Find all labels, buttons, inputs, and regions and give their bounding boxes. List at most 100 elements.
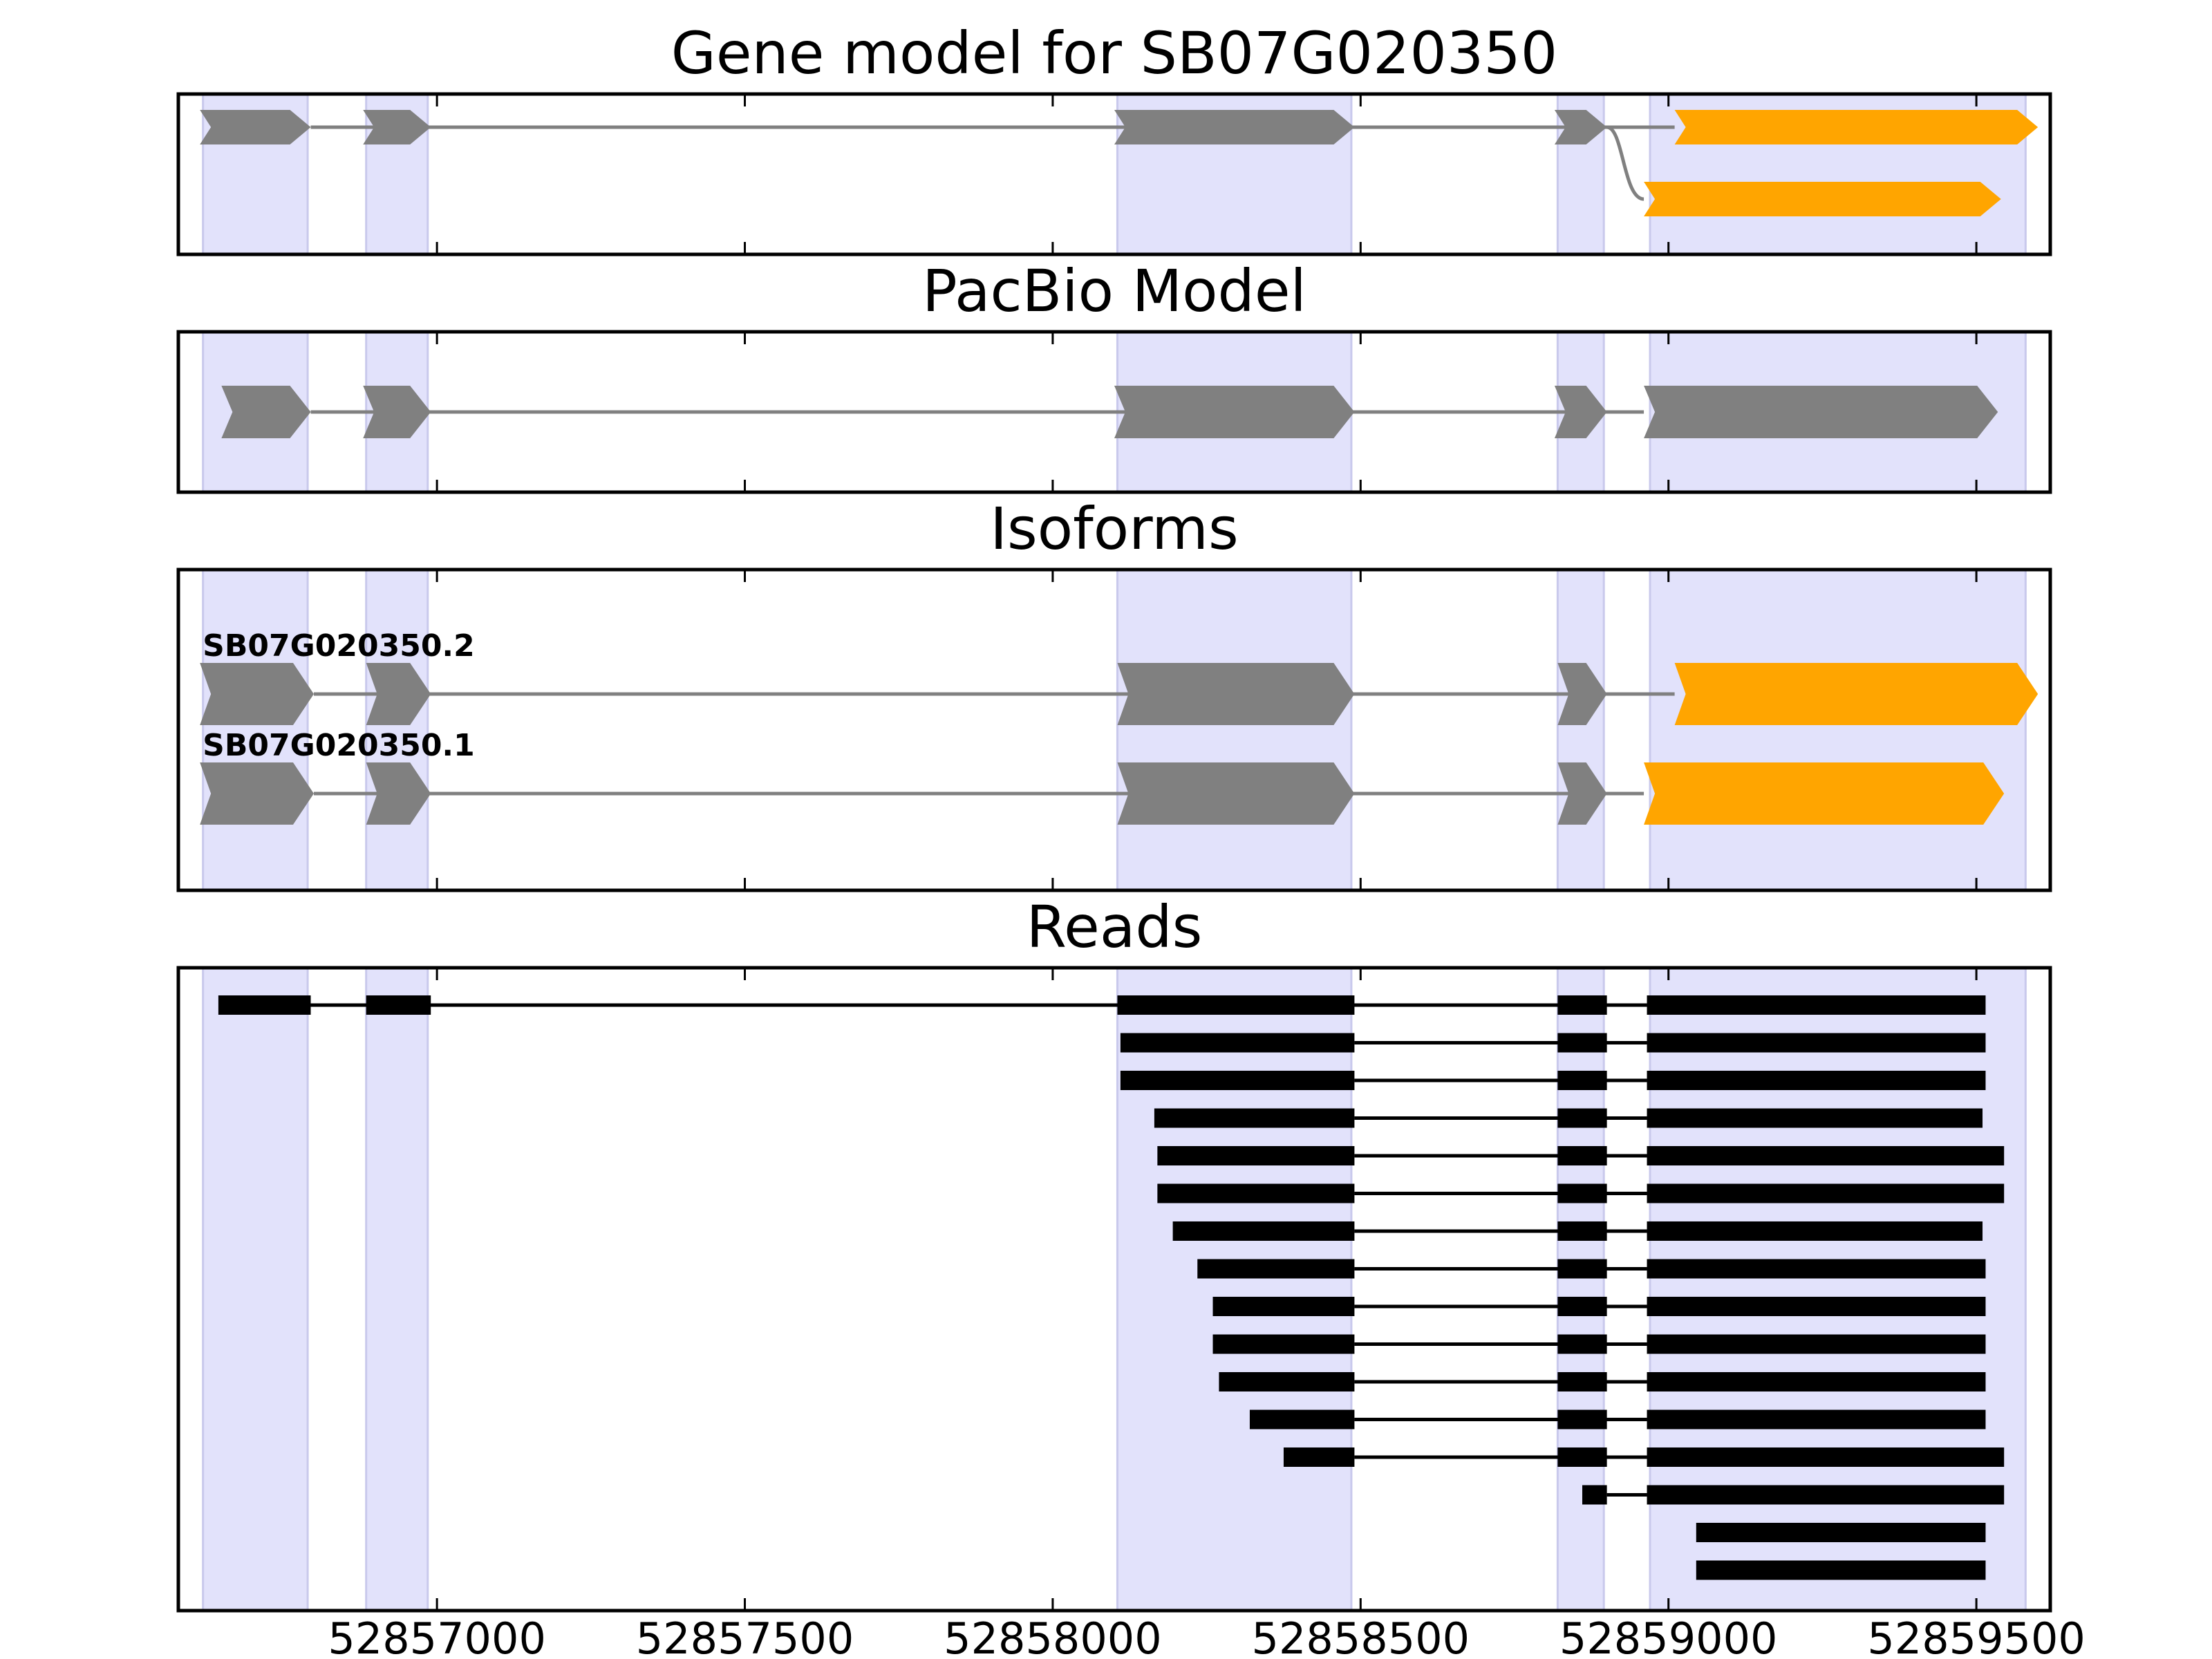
- exon: [1674, 663, 2038, 725]
- read-block: [1557, 1447, 1607, 1467]
- exon: [1674, 110, 2038, 144]
- read-block: [1647, 1033, 1986, 1053]
- exon-bands: [202, 966, 2027, 1612]
- read-block: [1557, 1259, 1607, 1279]
- panel-frame: [176, 568, 2052, 892]
- read-block: [1647, 1409, 1986, 1430]
- exon: [1114, 386, 1355, 438]
- exon-bands: [202, 568, 2027, 892]
- panel-frame: [176, 966, 2052, 1613]
- read-block: [1647, 995, 1986, 1015]
- read-block: [1157, 1183, 1355, 1203]
- intron-connector: [1606, 125, 1644, 201]
- panel-isoforms: Isoforms SB07G020350.2 SB07G020350.1: [176, 495, 2052, 892]
- exon: [1644, 182, 2001, 216]
- panel-reads: Reads: [176, 893, 2052, 1613]
- read-block: [1557, 1409, 1607, 1430]
- exon: [1554, 110, 1607, 144]
- x-tick-label: 52858500: [1252, 1613, 1470, 1659]
- exon: [1117, 663, 1355, 725]
- x-tick-label: 52859000: [1559, 1613, 1778, 1659]
- exon: [1644, 386, 1998, 438]
- read-block: [1647, 1334, 1986, 1354]
- transcript-marks: [200, 663, 2038, 825]
- tick-marks: [435, 332, 1978, 492]
- read-block: [218, 995, 311, 1015]
- exon: [200, 110, 311, 144]
- read-block: [1212, 1334, 1355, 1354]
- read-block: [1557, 1146, 1607, 1165]
- x-axis-tick-labels: 52857000 52857500 52858000 52858500 5285…: [328, 1613, 2086, 1659]
- exon-band: [1556, 568, 1605, 892]
- read-block: [1157, 1146, 1355, 1165]
- exon: [366, 762, 431, 825]
- read-block: [1647, 1485, 2005, 1505]
- exon-band: [365, 568, 429, 892]
- exon-band: [365, 966, 429, 1612]
- read-block: [1696, 1523, 1986, 1542]
- x-tick-label: 52857000: [328, 1613, 546, 1659]
- read-block: [1212, 1297, 1355, 1316]
- read-block: [1647, 1297, 1986, 1316]
- read-block: [1647, 1372, 1986, 1391]
- read-block: [1557, 1372, 1607, 1391]
- read-block: [1582, 1485, 1607, 1505]
- panel-pacbio-model: PacBio Model: [176, 257, 2052, 494]
- exon: [363, 110, 431, 144]
- exon-band: [1649, 568, 2027, 892]
- read-block: [1696, 1560, 1986, 1580]
- read-block: [1647, 1146, 2005, 1165]
- read-block: [1647, 1221, 1983, 1241]
- read-block: [1117, 995, 1355, 1015]
- read-block: [366, 995, 431, 1015]
- exon: [363, 386, 431, 438]
- exon: [1557, 762, 1607, 825]
- exon: [221, 386, 311, 438]
- read-block: [1557, 1033, 1607, 1053]
- x-tick-label: 52859500: [1867, 1613, 2086, 1659]
- panel-title: Reads: [1027, 893, 1203, 961]
- exon: [1644, 762, 2005, 825]
- read-block: [1647, 1183, 2005, 1203]
- exon: [200, 762, 314, 825]
- exon: [1554, 386, 1607, 438]
- read-block: [1557, 1071, 1607, 1090]
- panel-gene-model: Gene model for SB07G020350: [176, 19, 2052, 256]
- panel-title: Gene model for SB07G020350: [671, 19, 1557, 87]
- read-block: [1249, 1409, 1355, 1430]
- read-block: [1557, 995, 1607, 1015]
- read-block: [1557, 1108, 1607, 1128]
- panel-title: PacBio Model: [922, 257, 1306, 325]
- read-block: [1120, 1033, 1355, 1053]
- transcript-marks: [221, 386, 1998, 438]
- tick-marks: [435, 94, 1978, 254]
- read-block: [1647, 1108, 1983, 1128]
- exon-band: [1556, 966, 1605, 1612]
- exon: [1557, 663, 1607, 725]
- read-block: [1283, 1447, 1355, 1467]
- x-tick-label: 52857500: [636, 1613, 854, 1659]
- exon: [1117, 762, 1355, 825]
- panel-frame: [176, 92, 2052, 256]
- panel-title: Isoforms: [990, 495, 1239, 563]
- panel-frame: [176, 330, 2052, 494]
- read-block: [1647, 1259, 1986, 1279]
- x-tick-label: 52858000: [944, 1613, 1162, 1659]
- read-block: [1647, 1071, 1986, 1090]
- isoform-label: SB07G020350.2: [203, 628, 475, 664]
- exon: [1114, 110, 1355, 144]
- read-block: [1557, 1297, 1607, 1316]
- tick-marks: [435, 968, 1978, 1611]
- read-block: [1219, 1372, 1355, 1391]
- isoform-label: SB07G020350.1: [203, 728, 475, 763]
- read-block: [1172, 1221, 1355, 1241]
- read-block: [1154, 1108, 1355, 1128]
- exon-band: [1649, 966, 2027, 1612]
- read-block: [1197, 1259, 1355, 1279]
- exon: [200, 663, 314, 725]
- exon-band: [1116, 568, 1353, 892]
- exon-band: [1116, 966, 1353, 1612]
- read-block: [1557, 1334, 1607, 1354]
- transcript-marks: [200, 110, 2038, 216]
